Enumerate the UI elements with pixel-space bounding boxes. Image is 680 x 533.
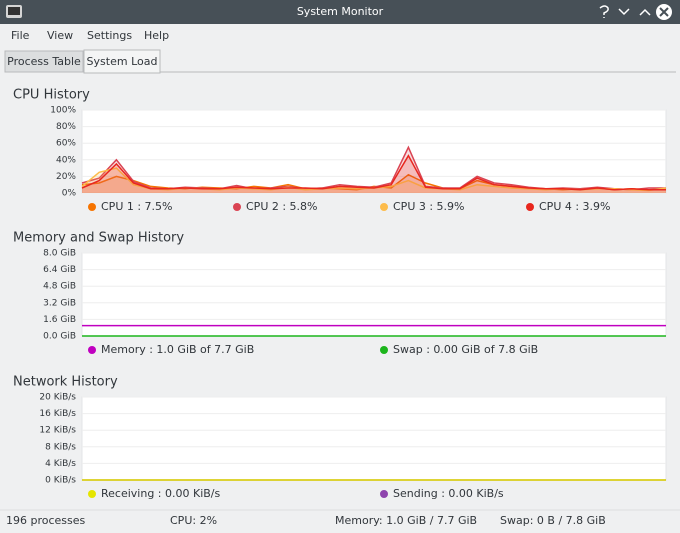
tab-label[interactable]: System Load (87, 55, 158, 68)
y-tick-label: 4 KiB/s (45, 459, 76, 469)
plot-area (81, 109, 667, 194)
legend-swatch (88, 346, 96, 354)
legend-label: CPU 3 : 5.9% (393, 200, 465, 213)
legend-label: Swap : 0.00 GiB of 7.8 GiB (393, 343, 538, 356)
y-tick-label: 16 KiB/s (39, 409, 76, 419)
status-cpu: CPU: 2% (170, 514, 217, 527)
y-tick-label: 6.4 GiB (43, 265, 76, 275)
menu-item[interactable]: View (47, 29, 73, 42)
close-icon (659, 7, 669, 17)
legend-label: CPU 2 : 5.8% (246, 200, 318, 213)
y-tick-label: 3.2 GiB (43, 298, 76, 308)
y-tick-label: 60% (56, 139, 76, 149)
legend-swatch (88, 203, 96, 211)
chart-title: Memory and Swap History (13, 231, 184, 246)
legend-swatch (380, 203, 388, 211)
chart-title: CPU History (13, 88, 90, 103)
legend-label: CPU 4 : 3.9% (539, 200, 611, 213)
tab-inactive[interactable] (4, 50, 84, 73)
menu-item[interactable]: Help (144, 29, 169, 42)
status-swap: Swap: 0 B / 7.8 GiB (500, 514, 606, 527)
y-tick-label: 12 KiB/s (39, 426, 76, 436)
chart-title: Network History (13, 375, 118, 390)
legend-swatch (380, 490, 388, 498)
legend-label: CPU 1 : 7.5% (101, 200, 173, 213)
y-tick-label: 40% (56, 155, 76, 165)
maximize-button[interactable] (639, 8, 651, 16)
y-tick-label: 20% (56, 172, 76, 182)
status-memory: Memory: 1.0 GiB / 7.7 GiB (335, 514, 477, 527)
series-line (81, 154, 666, 191)
tab-active[interactable] (83, 49, 161, 74)
legend-swatch (380, 346, 388, 354)
plot-area (81, 396, 667, 481)
y-tick-label: 80% (56, 122, 76, 132)
plot-area (81, 252, 667, 337)
minimize-button[interactable] (618, 8, 630, 16)
legend-label: Sending : 0.00 KiB/s (393, 487, 504, 500)
help-button[interactable] (599, 5, 609, 18)
tab-label[interactable]: Process Table (7, 55, 81, 68)
legend-swatch (233, 203, 241, 211)
status-processes: 196 processes (6, 514, 86, 527)
y-tick-label: 0 KiB/s (45, 476, 76, 486)
y-tick-label: 8 KiB/s (45, 442, 76, 452)
y-tick-label: 0.0 GiB (43, 332, 76, 342)
y-tick-label: 1.6 GiB (43, 315, 76, 325)
legend-label: Memory : 1.0 GiB of 7.7 GiB (101, 343, 254, 356)
menu-item[interactable]: Settings (87, 29, 132, 42)
title-bar (0, 0, 680, 24)
y-tick-label: 4.8 GiB (43, 282, 76, 292)
y-tick-label: 20 KiB/s (39, 393, 76, 403)
legend-label: Receiving : 0.00 KiB/s (101, 487, 221, 500)
legend-swatch (526, 203, 534, 211)
app-icon-screen (8, 7, 20, 15)
menu-item[interactable]: File (11, 29, 30, 42)
y-tick-label: 8.0 GiB (43, 249, 76, 259)
y-tick-label: 100% (50, 106, 76, 116)
legend-swatch (88, 490, 96, 498)
window-title: System Monitor (297, 5, 384, 18)
y-tick-label: 0% (62, 189, 77, 199)
